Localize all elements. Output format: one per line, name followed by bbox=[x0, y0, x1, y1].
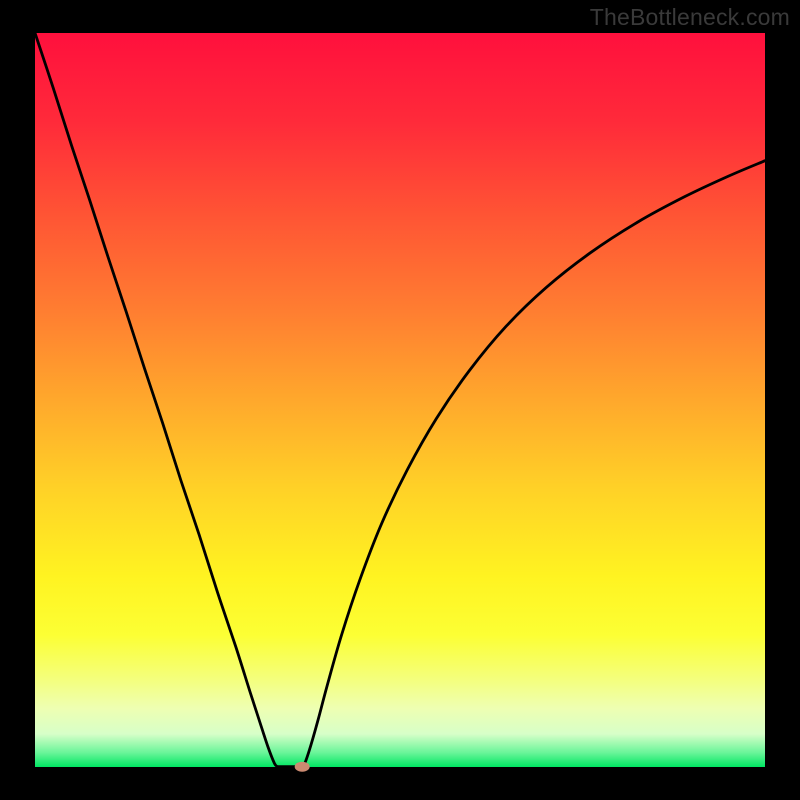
sweet-spot-marker bbox=[295, 762, 310, 772]
plot-background bbox=[35, 33, 765, 767]
bottleneck-chart bbox=[0, 0, 800, 800]
watermark-text: TheBottleneck.com bbox=[590, 4, 790, 31]
